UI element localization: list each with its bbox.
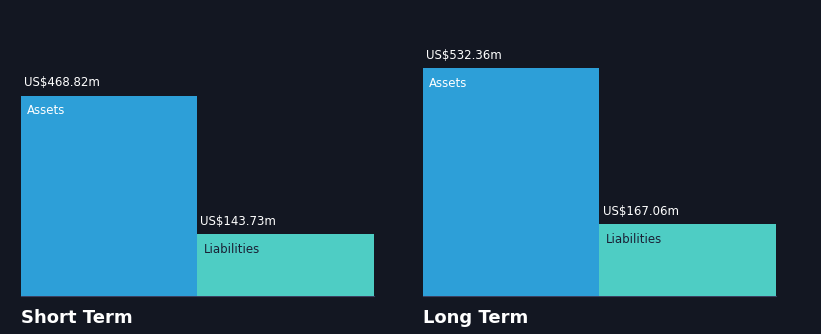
Bar	[21, 96, 197, 296]
Text: US$167.06m: US$167.06m	[603, 205, 679, 218]
Bar	[423, 68, 599, 296]
Text: Long Term: Long Term	[423, 309, 528, 327]
Text: US$468.82m: US$468.82m	[24, 76, 99, 89]
Text: Short Term: Short Term	[21, 309, 132, 327]
Text: US$143.73m: US$143.73m	[200, 214, 276, 227]
Text: Liabilities: Liabilities	[204, 242, 260, 256]
Text: Liabilities: Liabilities	[606, 233, 663, 246]
Text: US$532.36m: US$532.36m	[426, 49, 502, 62]
Bar	[197, 234, 374, 296]
Text: Assets: Assets	[27, 104, 66, 117]
Text: Assets: Assets	[429, 77, 468, 90]
Bar	[599, 224, 776, 296]
